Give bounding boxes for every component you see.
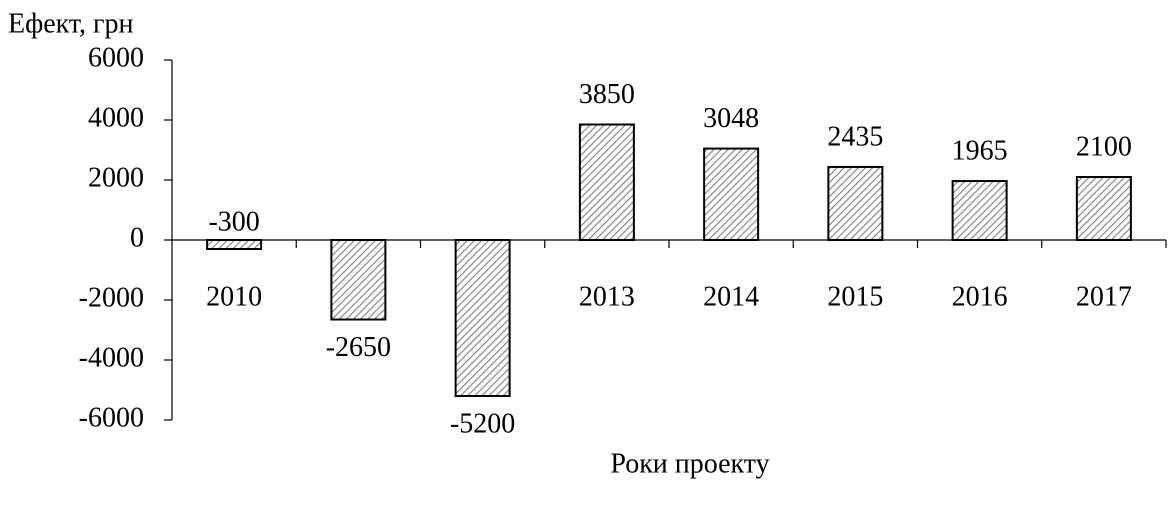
bar [330,239,387,321]
y-tick-label: -2000 [79,282,144,313]
bar [951,180,1008,242]
y-tick-label: -6000 [79,402,144,433]
x-tick-label: 2010 [206,281,262,312]
x-tick-label: 2014 [703,281,759,312]
y-tick-label: 2000 [88,162,144,193]
x-tick-label: 2017 [1076,281,1132,312]
bar [703,147,760,241]
y-tick-label: 6000 [88,42,144,73]
x-tick-label: 2016 [952,281,1008,312]
y-tick-label: 4000 [88,102,144,133]
bar [578,123,635,241]
value-label: 3048 [703,103,759,134]
value-label: -5200 [450,408,515,439]
value-label: -300 [208,206,259,237]
bar [454,239,511,397]
bar [206,239,263,250]
value-label: 2435 [827,121,883,152]
y-tick-label: 0 [130,222,144,253]
x-tick-label: 2015 [827,281,883,312]
y-axis-label: Ефект, грн [8,8,134,39]
value-label: 2100 [1076,131,1132,162]
x-tick-label: 2013 [579,281,635,312]
value-label: 3850 [579,79,635,110]
x-axis-label: Роки проекту [610,448,769,479]
y-tick-label: -4000 [79,342,144,373]
value-label: 1965 [952,135,1008,166]
value-label: -2650 [326,332,391,363]
bar [827,165,884,241]
bar [1075,176,1132,241]
